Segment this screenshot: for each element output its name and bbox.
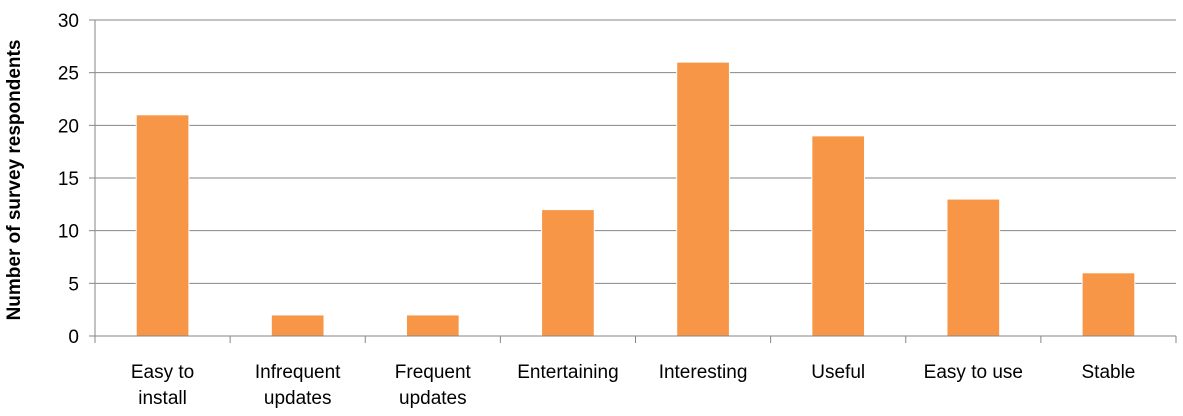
x-category-label: Infrequent updates xyxy=(255,362,341,409)
bar xyxy=(811,135,866,337)
x-category-label: Easy to use xyxy=(924,362,1023,383)
y-tick-label: 10 xyxy=(58,222,79,243)
bar xyxy=(135,114,190,337)
x-category-label: Useful xyxy=(811,362,865,383)
bars xyxy=(135,61,1136,337)
bar xyxy=(405,314,460,337)
x-category-label: Interesting xyxy=(659,362,748,383)
bar xyxy=(541,209,595,337)
bar xyxy=(270,314,325,337)
bar xyxy=(676,61,730,337)
y-tick-label: 25 xyxy=(58,64,79,85)
x-category-label: Stable xyxy=(1082,362,1136,383)
x-category-labels: Easy to install Infrequent updates Frequent u… xyxy=(131,362,1136,409)
bar xyxy=(946,198,1001,337)
y-tick-label: 5 xyxy=(68,274,79,295)
y-axis-title: Number of survey respondents xyxy=(4,40,25,321)
x-category-label: Easy to install xyxy=(131,362,194,409)
y-tick-label: 0 xyxy=(68,327,79,348)
x-category-label: Frequent updates xyxy=(395,362,472,409)
gridlines xyxy=(95,19,1176,284)
y-tick-label: 15 xyxy=(58,169,79,190)
y-tick-label: 20 xyxy=(58,116,79,137)
axes xyxy=(89,19,1177,343)
y-tick-labels: 0 5 10 15 20 25 30 xyxy=(58,11,79,348)
bar xyxy=(1081,272,1136,337)
y-tick-label: 30 xyxy=(58,11,79,32)
x-category-label: Entertaining xyxy=(517,362,618,383)
